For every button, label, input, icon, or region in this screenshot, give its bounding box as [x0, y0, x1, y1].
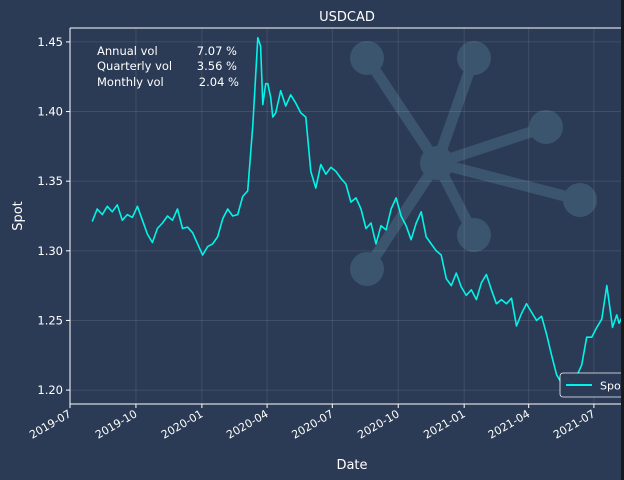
y-tick-label: 1.25 — [37, 313, 63, 327]
axes-frame — [69, 27, 624, 405]
y-axis-ticks: 1.20 1.25 1.30 1.35 1.40 1.45 — [37, 35, 70, 397]
y-tick-label: 1.45 — [37, 35, 63, 49]
y-tick-label: 1.30 — [37, 244, 63, 258]
monthly-vol-value: 2.04 % — [199, 75, 239, 89]
y-tick-label: 1.20 — [37, 383, 63, 397]
quarterly-vol-label: Quarterly vol — [97, 59, 172, 73]
x-axis-label: Date — [336, 458, 367, 473]
legend: Spot — [559, 372, 624, 398]
legend-box — [559, 372, 624, 398]
quarterly-vol-value: 3.56 % — [197, 59, 237, 73]
chart-title: USDCAD — [319, 10, 375, 25]
annual-vol-value: 7.07 % — [197, 44, 237, 58]
annual-vol-label: Annual vol — [97, 44, 158, 58]
legend-label-spot: Spot — [600, 380, 624, 393]
y-axis-label: Spot — [11, 201, 26, 231]
y-tick-label: 1.35 — [37, 174, 63, 188]
series-line-spot — [91, 36, 623, 386]
window-edge — [621, 0, 624, 480]
y-tick-label: 1.40 — [37, 105, 63, 119]
monthly-vol-label: Monthly vol — [97, 75, 164, 89]
plot-area — [91, 36, 623, 386]
volatility-annotations: Annual vol 7.07 % Quarterly vol 3.56 % M… — [97, 44, 239, 89]
